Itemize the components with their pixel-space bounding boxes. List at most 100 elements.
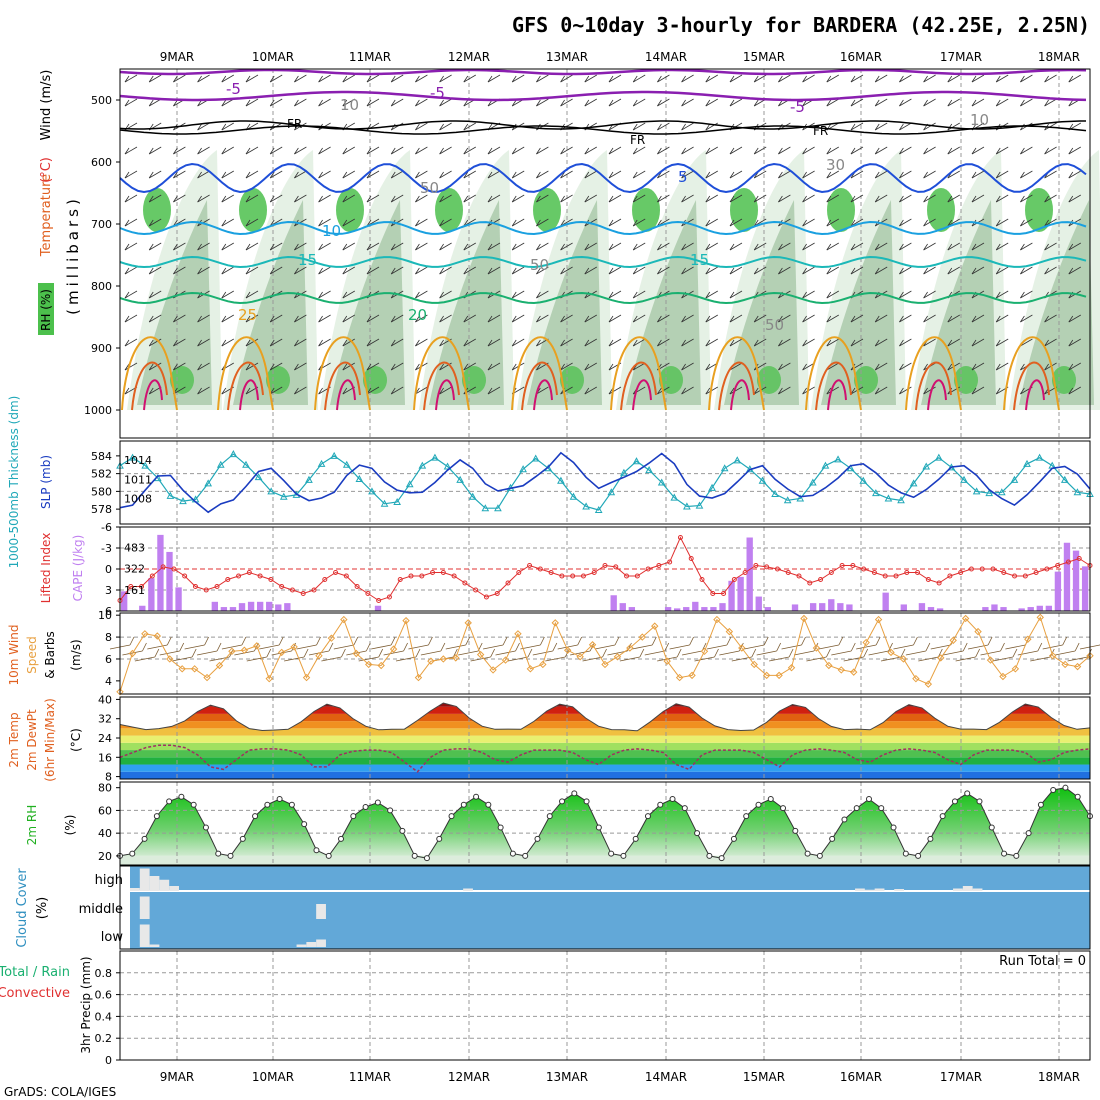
wind-barb	[221, 242, 235, 251]
wind-barb	[971, 146, 985, 155]
wind-speed-point	[501, 656, 510, 664]
wind-barb-feather	[179, 642, 185, 652]
wind-barb	[923, 290, 936, 299]
cape-bar	[619, 603, 626, 611]
lifted-index-point	[602, 563, 608, 568]
cape-bar	[284, 603, 291, 611]
wind-barb-flag	[923, 195, 928, 203]
cape-bar	[256, 601, 264, 611]
wind-barb	[148, 338, 162, 347]
wind-barb	[366, 242, 380, 251]
lifted-index-point	[699, 577, 705, 582]
wind-barb	[173, 146, 186, 155]
rh-point	[1025, 830, 1032, 837]
wind-speed-point	[389, 645, 398, 653]
cape-bar	[936, 608, 944, 611]
cape-bar	[148, 578, 155, 611]
temp-contour-25	[1003, 336, 1060, 411]
y-tick-label: 80	[98, 782, 112, 795]
wind-barb	[899, 242, 912, 251]
wind-barb-flag	[560, 267, 565, 275]
rh-point	[865, 796, 872, 803]
wind-barb-flag	[681, 243, 686, 251]
wind-barb	[390, 74, 404, 83]
wind-barb	[366, 98, 380, 107]
cape-bar	[139, 605, 146, 611]
wind-barb	[342, 290, 356, 299]
wind-barb	[487, 74, 501, 83]
wind-barb-flag	[584, 243, 590, 251]
wind-barb	[173, 170, 186, 179]
wind-barb	[874, 122, 888, 131]
lifted-index-point	[839, 563, 845, 568]
temp-band	[120, 728, 1090, 736]
wind-barb	[632, 122, 646, 131]
rh-point	[313, 847, 320, 854]
rh-shade-strong	[730, 188, 758, 232]
thickness-point	[783, 496, 792, 504]
wind-barb	[148, 146, 162, 155]
y-tick-label: 800	[91, 280, 112, 293]
wind-barb-flag	[850, 75, 856, 83]
wind-barb	[802, 194, 815, 203]
wind-barb-flag	[439, 267, 444, 275]
wind-barb	[269, 170, 283, 179]
wind-barb	[1017, 650, 1038, 656]
temp-contour-30	[915, 361, 952, 411]
wind-barb-flag	[1020, 75, 1025, 83]
wind-barb	[321, 656, 342, 662]
cape-bar	[166, 551, 173, 611]
wind-barb-flag	[439, 339, 444, 347]
precip-total-legend: Total / Rain	[0, 965, 70, 980]
wind-barb-flag	[245, 315, 251, 323]
y-tick-label: 584	[91, 450, 112, 463]
wind-barb-flag	[1020, 243, 1025, 251]
wind-barb	[511, 194, 525, 203]
wind-barb	[1042, 644, 1063, 650]
wind-barb-flag	[657, 219, 662, 227]
wind-barb	[831, 650, 852, 656]
wind-barb	[681, 386, 694, 395]
temp-contour-30	[423, 361, 460, 411]
y-tick-label: -6	[101, 521, 112, 534]
wind-barb	[778, 386, 791, 395]
wind-barb	[705, 242, 719, 251]
lifted-index-point	[915, 570, 921, 575]
wind-barb	[148, 170, 162, 179]
wind-speed-point	[663, 657, 671, 665]
wind-barb	[706, 644, 728, 650]
rh-point	[657, 801, 664, 808]
wind-barb-flag	[318, 291, 323, 299]
rh-point	[632, 835, 639, 842]
wind-barb-flag	[705, 99, 711, 107]
cape-bar	[664, 607, 672, 611]
wind-barb-flag	[487, 363, 493, 371]
wind-barb	[1044, 266, 1057, 275]
rh-point	[252, 813, 259, 820]
wind-barb-flag	[487, 147, 493, 155]
wind-barb-flag	[753, 99, 759, 107]
rh-point	[902, 850, 909, 857]
thickness-point	[355, 474, 364, 482]
wind-barb	[826, 338, 840, 347]
wind-barb	[1044, 146, 1057, 155]
wind-barb	[923, 170, 936, 179]
wind-barb-flag	[584, 387, 590, 395]
wind-barb	[366, 194, 380, 203]
wind-barb-flag	[269, 147, 275, 155]
wind-barb	[560, 170, 573, 179]
wind-barb-flag	[294, 267, 299, 275]
temp-contour-25	[610, 336, 667, 411]
wind-barb	[148, 266, 162, 275]
wind-barb	[584, 98, 598, 107]
wind-barb	[608, 170, 622, 179]
wind-barb	[1030, 656, 1051, 662]
lifted-index-point	[333, 570, 339, 575]
lifted-index-point	[473, 587, 479, 593]
wind-barb-flag	[1044, 363, 1049, 371]
wind-barb	[874, 338, 888, 347]
wind-speed-point	[539, 660, 547, 669]
wind-barb-flag	[971, 315, 977, 323]
wind-barb	[318, 74, 331, 83]
wind-barb	[390, 122, 404, 131]
